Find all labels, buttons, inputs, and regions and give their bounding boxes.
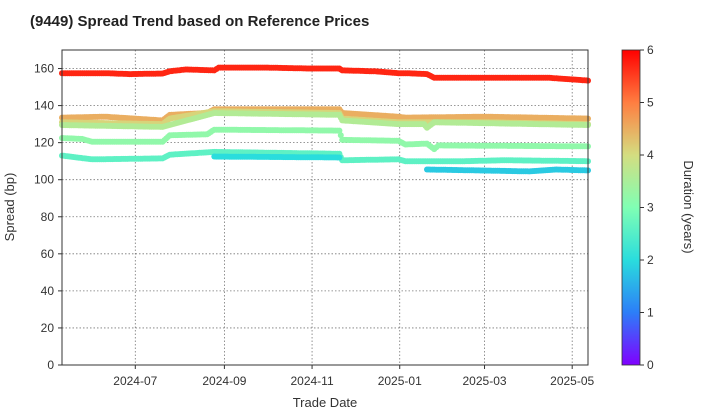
x-tick-label: 2024-07	[113, 374, 157, 388]
colorbar-tick-label: 2	[647, 253, 654, 267]
y-tick-label: 140	[34, 99, 54, 113]
x-tick-label: 2024-09	[202, 374, 246, 388]
y-tick-label: 0	[47, 358, 54, 372]
scatter-point	[336, 154, 343, 161]
colorbar-tick-label: 0	[647, 358, 654, 372]
x-axis-label: Trade Date	[293, 395, 358, 410]
plot-area	[62, 50, 588, 365]
y-tick-label: 100	[34, 173, 54, 187]
y-tick-label: 120	[34, 136, 54, 150]
x-tick-label: 2025-05	[550, 374, 594, 388]
chart-title: (9449) Spread Trend based on Reference P…	[30, 13, 369, 30]
scatter-point	[337, 132, 344, 139]
x-axis-ticks: 2024-07 2024-09 2024-11 2025-01 2025-03 2025-…	[113, 365, 595, 388]
colorbar-tick-label: 4	[647, 148, 654, 162]
y-tick-label: 160	[34, 62, 54, 76]
plot-frame	[61, 49, 589, 366]
colorbar-tick-label: 6	[647, 43, 654, 57]
colorbar-tick-label: 3	[647, 201, 654, 215]
y-axis-label: Spread (bp)	[2, 173, 17, 242]
x-tick-label: 2024-11	[290, 374, 333, 388]
x-tick-label: 2025-01	[378, 374, 422, 388]
colorbar-tick-label: 1	[647, 306, 654, 320]
y-tick-label: 20	[41, 321, 55, 335]
colorbar-ticks: 0 1 2 3 4 5 6	[640, 43, 654, 372]
colorbar-label: Duration (years)	[681, 160, 696, 253]
x-tick-label: 2025-03	[463, 374, 507, 388]
colorbar	[621, 49, 641, 366]
y-tick-label: 60	[41, 247, 55, 261]
colorbar-tick-label: 5	[647, 96, 654, 110]
y-tick-label: 80	[41, 210, 55, 224]
y-axis-ticks: 0 20 40 60 80 100 120 140 160	[34, 62, 62, 372]
scatter-point	[336, 127, 343, 134]
data-points	[59, 64, 591, 175]
y-tick-label: 40	[41, 284, 55, 298]
